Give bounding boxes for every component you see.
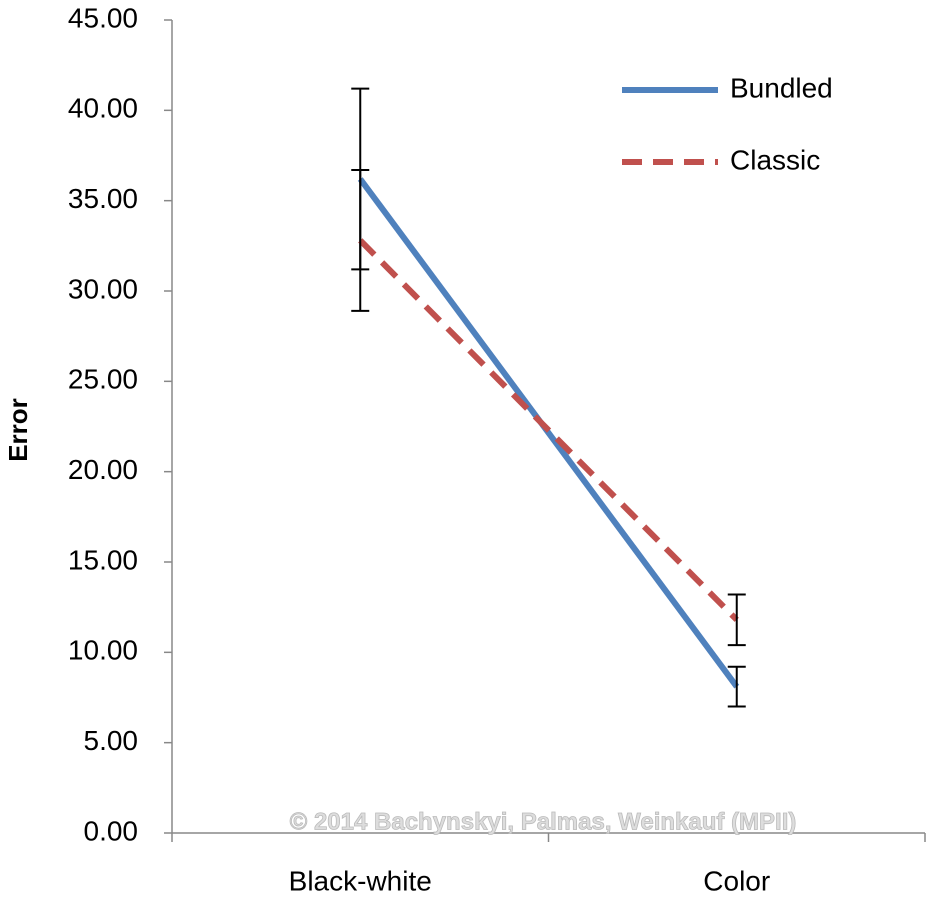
error-bar <box>727 593 746 647</box>
legend-label: Classic <box>730 144 820 175</box>
error-bar <box>727 665 746 708</box>
error-bar <box>351 168 370 312</box>
watermark: © 2014 Bachynskyi, Palmas, Weinkauf (MPI… <box>290 808 797 835</box>
y-axis-label: Error <box>3 398 33 462</box>
y-tick-label: 5.00 <box>84 725 139 756</box>
y-tick-label: 30.00 <box>68 273 138 304</box>
legend-label: Bundled <box>730 72 833 103</box>
y-tick-label: 0.00 <box>84 815 139 846</box>
y-tick-label: 45.00 <box>68 2 138 33</box>
y-tick-label: 25.00 <box>68 364 138 395</box>
y-tick-label: 35.00 <box>68 183 138 214</box>
y-tick-label: 40.00 <box>68 93 138 124</box>
y-tick-label: 15.00 <box>68 544 138 575</box>
y-tick-label: 20.00 <box>68 454 138 485</box>
x-tick-label: Color <box>703 865 770 896</box>
y-tick-label: 10.00 <box>68 635 138 666</box>
line <box>358 238 739 622</box>
x-tick-label: Black-white <box>289 865 432 896</box>
line <box>357 177 740 689</box>
